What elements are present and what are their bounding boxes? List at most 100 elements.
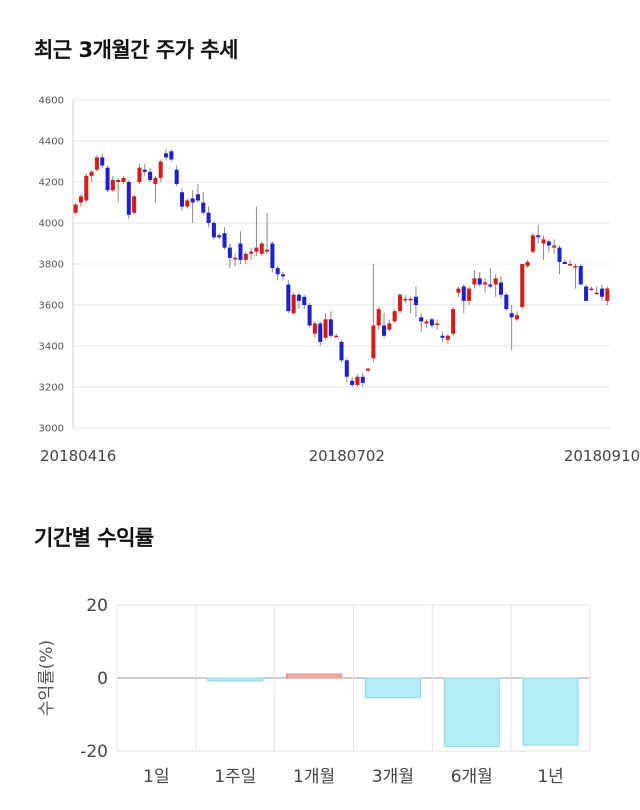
return-bar [522, 677, 579, 746]
candle-body [174, 169, 179, 185]
candle-body [483, 282, 488, 285]
candle-body [520, 264, 525, 308]
candle [456, 286, 461, 297]
candle-body [366, 368, 371, 371]
price-y-tick-label: 4000 [39, 219, 64, 230]
candle [121, 175, 126, 185]
candle-body [132, 196, 137, 213]
candle-body [339, 341, 344, 361]
candle [605, 286, 610, 305]
candle [206, 206, 211, 228]
returns-y-tick-label: 20 [86, 596, 108, 616]
candle [552, 239, 557, 254]
candle-body [243, 253, 248, 260]
candle [488, 268, 493, 289]
candle-body [286, 284, 291, 312]
candle [371, 264, 376, 363]
returns-x-tick-label: 1일 [143, 767, 169, 787]
candle-body [382, 325, 387, 336]
candle-body [552, 245, 557, 248]
candle-body [296, 294, 301, 301]
candle-body [78, 196, 83, 203]
candle [227, 243, 232, 269]
candle [164, 149, 169, 160]
candle-body [605, 288, 610, 301]
price-y-tick-label: 4200 [39, 178, 64, 189]
price-y-tick-label: 3600 [39, 301, 64, 312]
candle-body [254, 247, 259, 252]
candle [445, 333, 450, 344]
price-y-tick-label: 4400 [39, 137, 64, 148]
candle [132, 194, 137, 215]
candle [397, 292, 403, 314]
candle-body [435, 323, 440, 325]
candle-body [323, 319, 328, 338]
candle [467, 286, 472, 305]
candle-body [525, 261, 530, 267]
candle [355, 374, 360, 387]
return-bar [364, 677, 422, 699]
return-bar [207, 677, 264, 682]
returns-x-tick-label: 6개월 [451, 767, 493, 787]
candle-body [158, 161, 163, 178]
candle-body [371, 325, 376, 359]
candle [249, 247, 254, 260]
candle [158, 159, 163, 182]
candle [498, 276, 504, 299]
candle [142, 163, 147, 176]
candle [429, 317, 434, 328]
candle [174, 165, 179, 187]
candle [520, 264, 525, 310]
candle-body [238, 243, 243, 260]
candle [286, 280, 291, 314]
candle [222, 227, 227, 250]
candle-body [280, 274, 286, 277]
candle [153, 175, 158, 203]
candle-body [509, 313, 514, 318]
returns-x-tick-label: 1주일 [214, 767, 256, 787]
returns-grid [116, 604, 591, 752]
price-chart-title: 최근 3개월간 주가 추세 [34, 38, 238, 62]
candle [185, 198, 190, 209]
returns-x-ticks: 1일 1주일 1개월 3개월 6개월 1년 [143, 767, 564, 787]
candle [435, 319, 440, 330]
returns-y-tick-label: 0 [97, 669, 108, 689]
candle-body [403, 298, 408, 301]
candle-body [498, 282, 504, 295]
candle [110, 175, 115, 193]
candle [573, 264, 578, 289]
candle [105, 165, 110, 193]
candle [424, 319, 429, 328]
candle [387, 319, 392, 332]
returns-x-tick-label: 1개월 [293, 767, 335, 787]
candle [307, 302, 312, 328]
candle-body [227, 247, 232, 258]
candle [78, 194, 83, 207]
candle [84, 173, 89, 203]
candle-body [164, 153, 169, 158]
price-x-tick-label: 20180910 [564, 447, 640, 465]
candle [137, 163, 142, 185]
candle-body [328, 319, 333, 336]
candle [514, 311, 519, 322]
candle [360, 372, 365, 387]
candle [265, 212, 270, 254]
returns-chart-title: 기간별 수익률 [34, 526, 154, 550]
candle [291, 292, 296, 316]
return-bar [443, 677, 500, 748]
candle-body [376, 309, 381, 326]
price-candles [73, 149, 610, 387]
candle [504, 292, 509, 312]
candle-body [73, 204, 78, 213]
candle [408, 296, 413, 314]
candle [243, 251, 248, 264]
candle [403, 294, 408, 303]
candle [419, 313, 424, 332]
returns-y-tick-label: -20 [80, 742, 108, 762]
candle-body [259, 243, 264, 254]
candle [328, 311, 333, 338]
candle [94, 155, 99, 172]
price-y-tick-label: 4600 [39, 96, 64, 107]
candle [195, 184, 200, 203]
candle-body [169, 151, 174, 160]
